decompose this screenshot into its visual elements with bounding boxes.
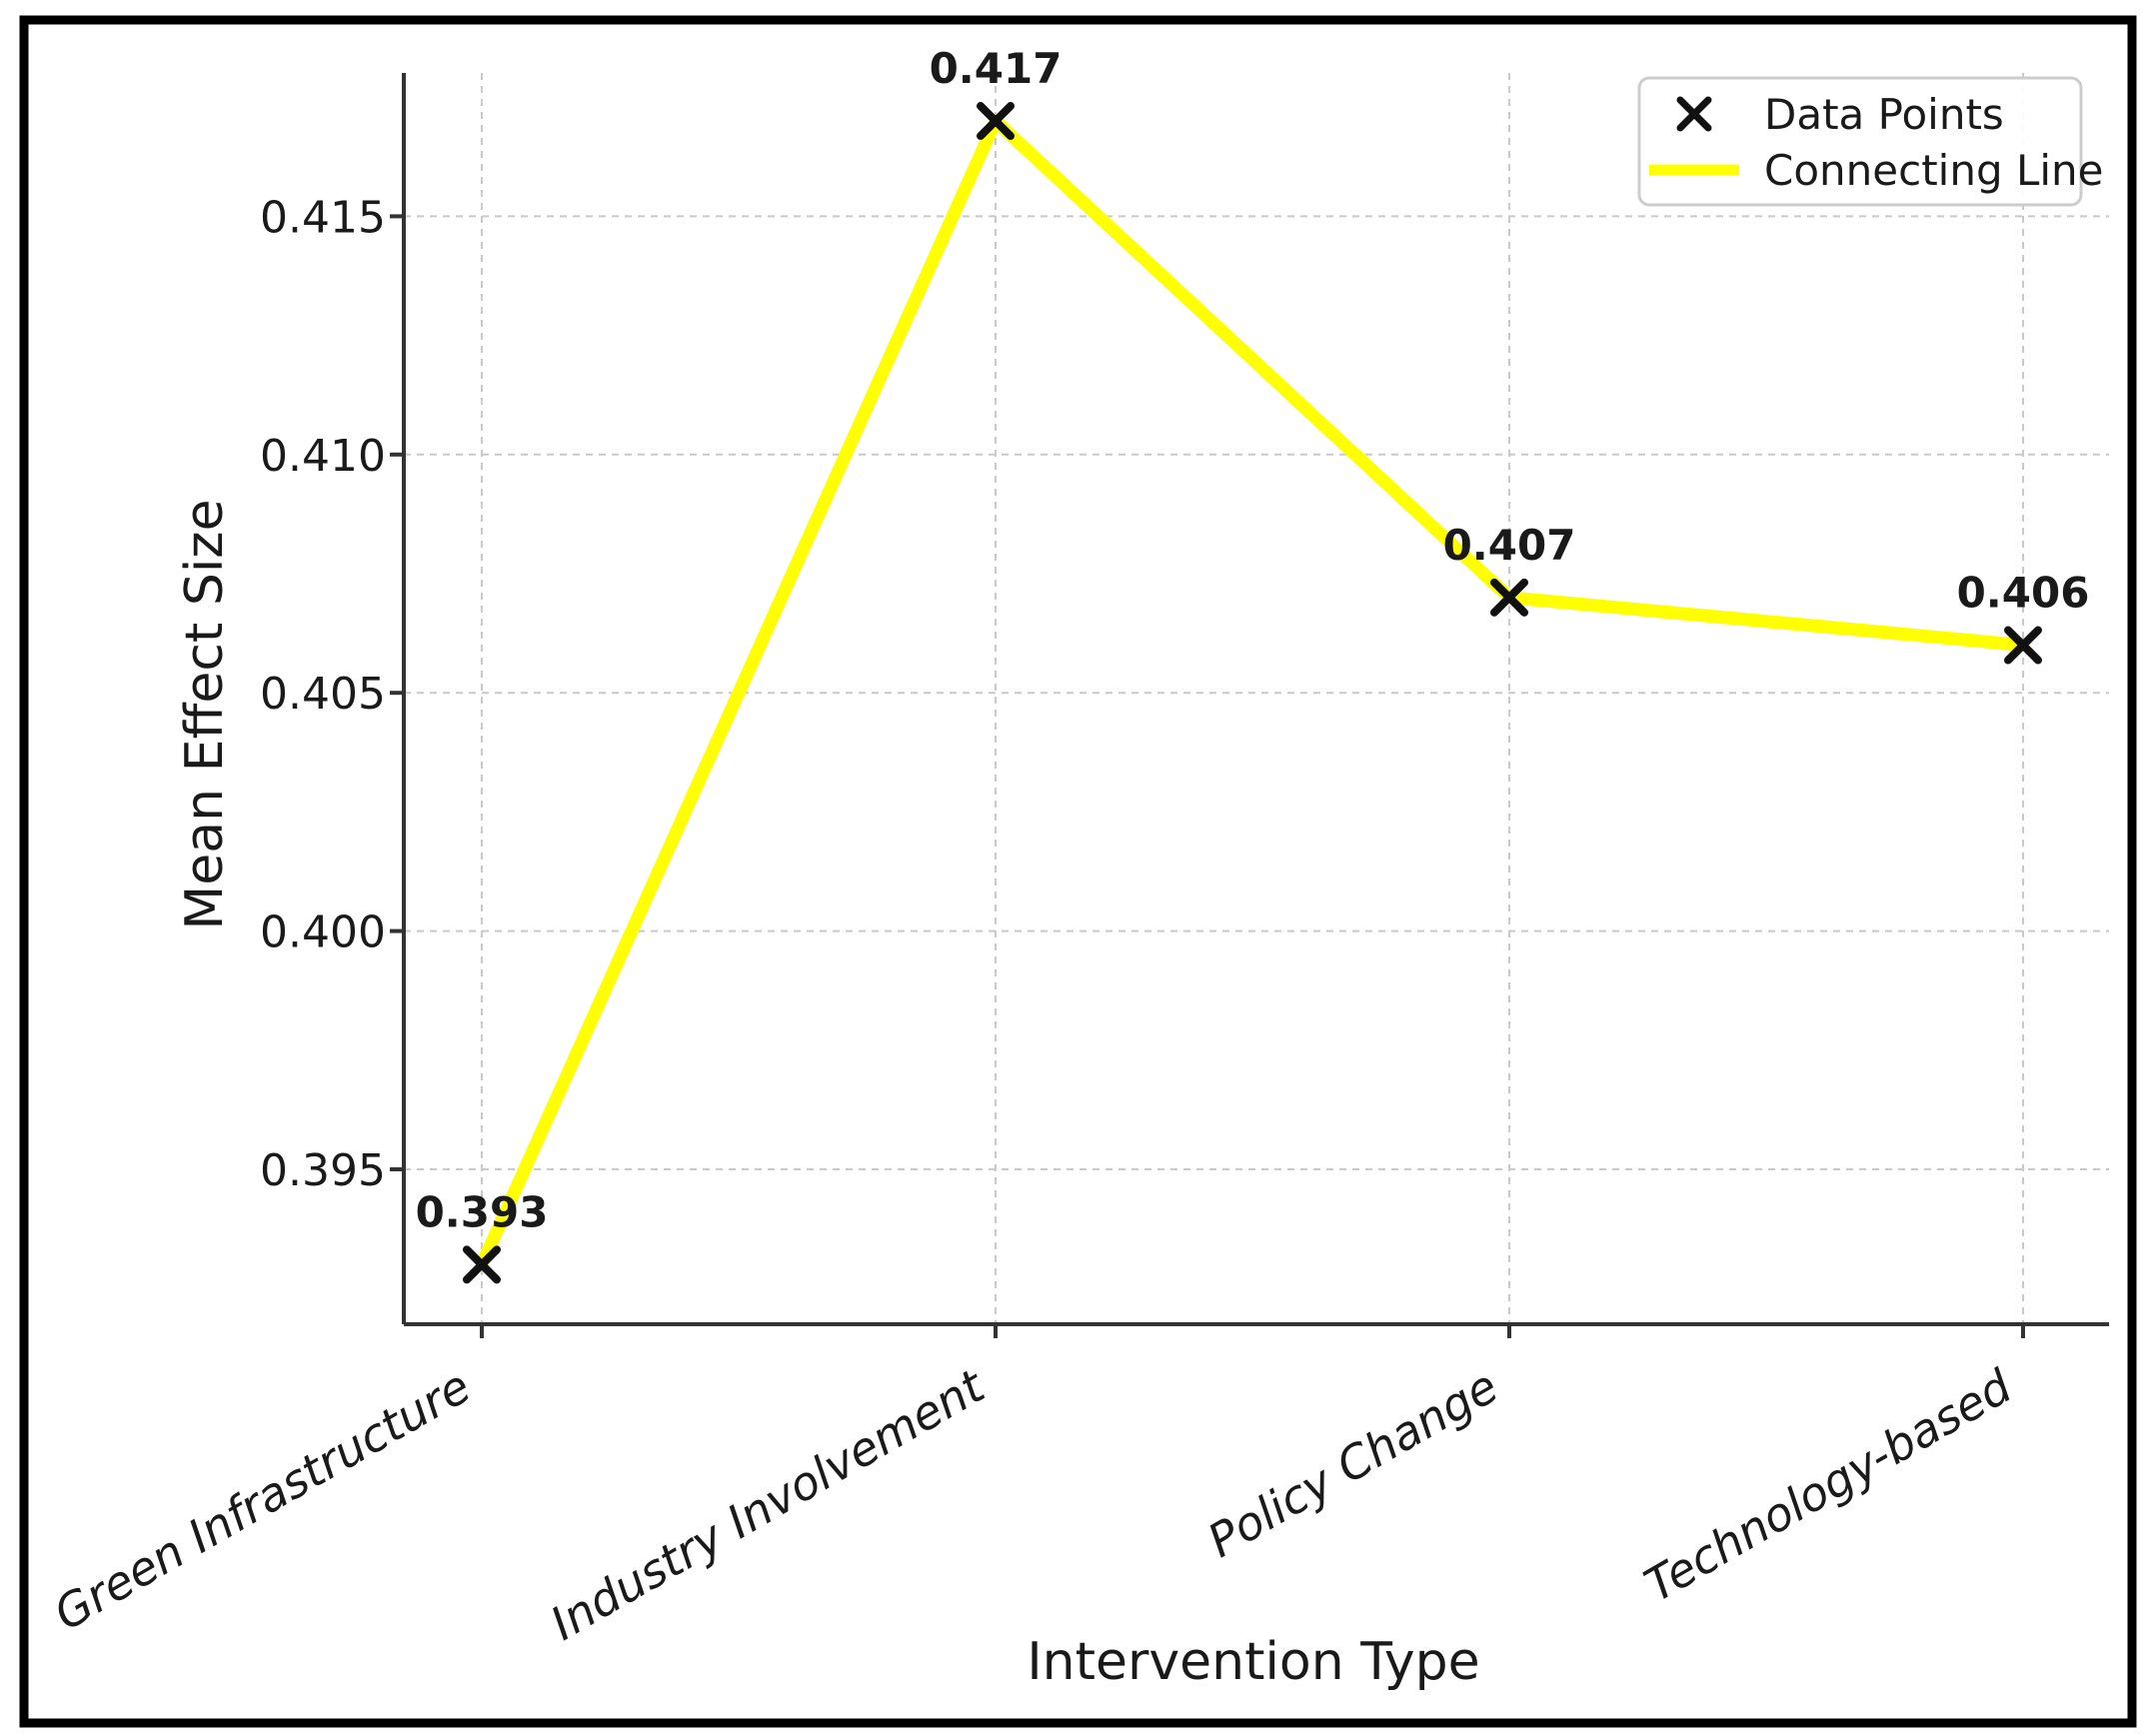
y-tick-label: 0.410 [260,431,386,482]
x-tick-label: Policy Change [1198,1359,1506,1568]
series-line [475,114,2030,1271]
point-value-label: 0.393 [416,1187,549,1236]
x-axis-ticks [480,1324,2025,1338]
legend: Data Points Connecting Line [1637,76,2104,207]
point-value-label: 0.406 [1957,569,2090,618]
x-tick-label: Technology-based [1635,1358,2021,1612]
point-value-label: 0.407 [1443,521,1576,570]
legend-label-data-points: Data Points [1764,90,2004,139]
point-value-label: 0.417 [930,44,1063,93]
y-axis-title: Mean Effect Size [175,499,235,929]
legend-x-marker-icon [1676,96,1712,132]
series-markers [463,102,2042,1284]
connecting-line [475,114,2030,1271]
data-point-marker [1490,578,1528,617]
legend-box [1637,76,2083,207]
y-tick-label: 0.395 [260,1145,386,1196]
data-point-marker [977,102,1015,141]
y-tick-label: 0.400 [260,907,386,958]
y-axis-ticks [390,214,404,1171]
figure-border [19,15,2137,1728]
data-point-marker [2004,626,2042,665]
y-axis-tick-labels: 0.395 0.400 0.405 0.410 0.415 [260,192,386,1196]
y-tick-label: 0.415 [260,192,386,243]
grid-vertical [481,73,2024,1324]
y-tick-label: 0.405 [260,669,386,720]
x-axis-tick-labels: Green Infrastructure Industry Involvement… [45,1358,2021,1651]
x-axis-title: Intervention Type [1027,1632,1479,1692]
point-annotations: 0.393 0.417 0.407 0.406 [416,44,2090,1236]
x-tick-label: Industry Involvement [542,1358,996,1651]
legend-label-connecting-line: Connecting Line [1764,146,2104,195]
x-tick-label: Green Infrastructure [45,1359,480,1641]
grid-horizontal [404,215,2109,1170]
data-point-marker [463,1245,501,1284]
